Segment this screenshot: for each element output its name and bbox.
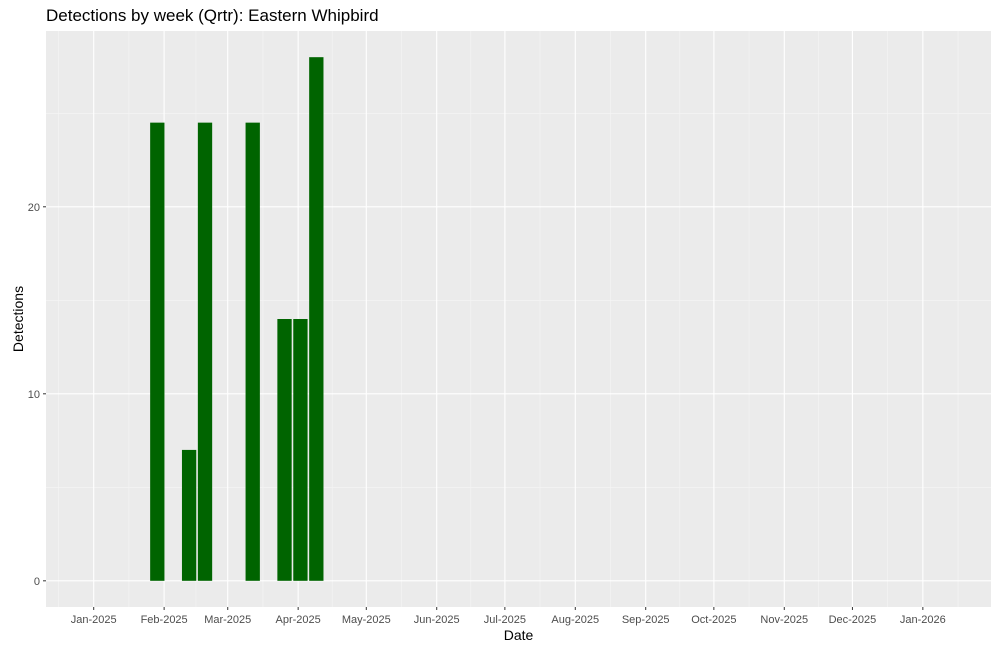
x-tick-label: Jan-2026 xyxy=(900,614,946,626)
bar xyxy=(309,57,324,581)
x-tick-label: Jan-2025 xyxy=(71,614,117,626)
y-tick-label: 0 xyxy=(34,576,40,588)
bar xyxy=(293,319,308,581)
x-tick-label: Jun-2025 xyxy=(414,614,460,626)
y-axis: 0 10 20 xyxy=(28,202,46,588)
x-tick-label: Sep-2025 xyxy=(622,614,670,626)
bar xyxy=(245,122,260,581)
x-tick-label: May-2025 xyxy=(342,614,391,626)
x-axis-title: Date xyxy=(504,627,534,643)
y-axis-title: Detections xyxy=(10,286,26,352)
x-tick-label: Nov-2025 xyxy=(760,614,808,626)
bar xyxy=(277,319,292,581)
x-tick-label: Apr-2025 xyxy=(276,614,321,626)
x-tick-label: Jul-2025 xyxy=(484,614,526,626)
bar xyxy=(150,122,165,581)
y-tick-label: 20 xyxy=(28,202,40,214)
bar xyxy=(197,122,213,581)
bars xyxy=(150,57,324,581)
bar xyxy=(181,449,197,581)
minor-gridlines xyxy=(46,31,991,607)
x-tick-label: Dec-2025 xyxy=(829,614,877,626)
x-tick-label: Aug-2025 xyxy=(551,614,599,626)
chart-title: Detections by week (Qrtr): Eastern Whipb… xyxy=(46,6,379,25)
x-axis: Jan-2025 Feb-2025 Mar-2025 Apr-2025 May-2025… xyxy=(71,607,946,626)
y-tick-label: 10 xyxy=(28,389,40,401)
x-tick-label: Oct-2025 xyxy=(691,614,736,626)
x-tick-label: Feb-2025 xyxy=(141,614,188,626)
x-tick-label: Mar-2025 xyxy=(204,614,251,626)
